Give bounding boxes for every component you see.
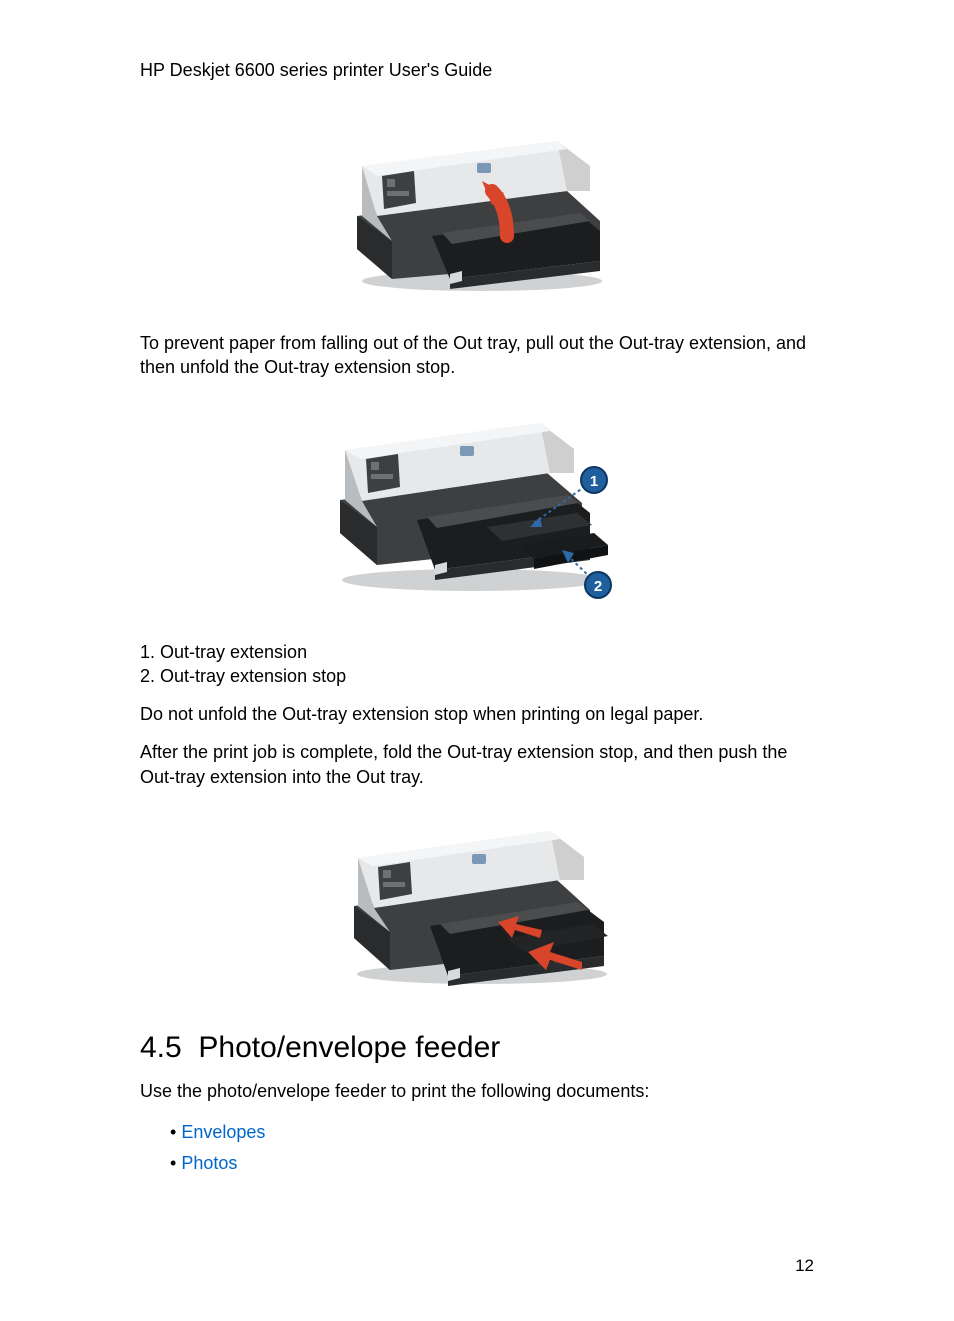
page-number: 12 (795, 1256, 814, 1276)
figure-printer-callouts: 1 2 (140, 405, 814, 605)
link-photos[interactable]: Photos (181, 1153, 237, 1173)
paragraph-after-print: After the print job is complete, fold th… (140, 740, 814, 789)
paragraph-prevent-falling: To prevent paper from falling out of the… (140, 331, 814, 380)
document-page: HP Deskjet 6600 series printer User's Gu… (0, 0, 954, 1321)
document-type-list: Envelopes Photos (170, 1117, 814, 1178)
printer-illustration-1 (332, 121, 622, 296)
printer-illustration-2: 1 2 (322, 405, 632, 605)
section-title: Photo/envelope feeder (198, 1031, 500, 1064)
paragraph-legal-paper: Do not unfold the Out-tray extension sto… (140, 702, 814, 726)
callout-1-text: 1 (590, 473, 598, 490)
list-item: Envelopes (170, 1117, 814, 1148)
section-number: 4.5 (140, 1031, 182, 1064)
document-header: HP Deskjet 6600 series printer User's Gu… (140, 60, 814, 81)
figure-legend: 1. Out-tray extension 2. Out-tray extens… (140, 640, 814, 689)
legend-item-2: 2. Out-tray extension stop (140, 664, 814, 688)
callout-2-text: 2 (594, 578, 602, 595)
section-intro: Use the photo/envelope feeder to print t… (140, 1079, 814, 1103)
legend-item-1: 1. Out-tray extension (140, 640, 814, 664)
figure-printer-push-in (140, 814, 814, 989)
list-item: Photos (170, 1148, 814, 1179)
figure-printer-fold-out (140, 121, 814, 296)
printer-illustration-3 (332, 814, 622, 989)
section-heading-4-5: 4.5 Photo/envelope feeder (140, 1031, 814, 1065)
link-envelopes[interactable]: Envelopes (181, 1122, 265, 1142)
